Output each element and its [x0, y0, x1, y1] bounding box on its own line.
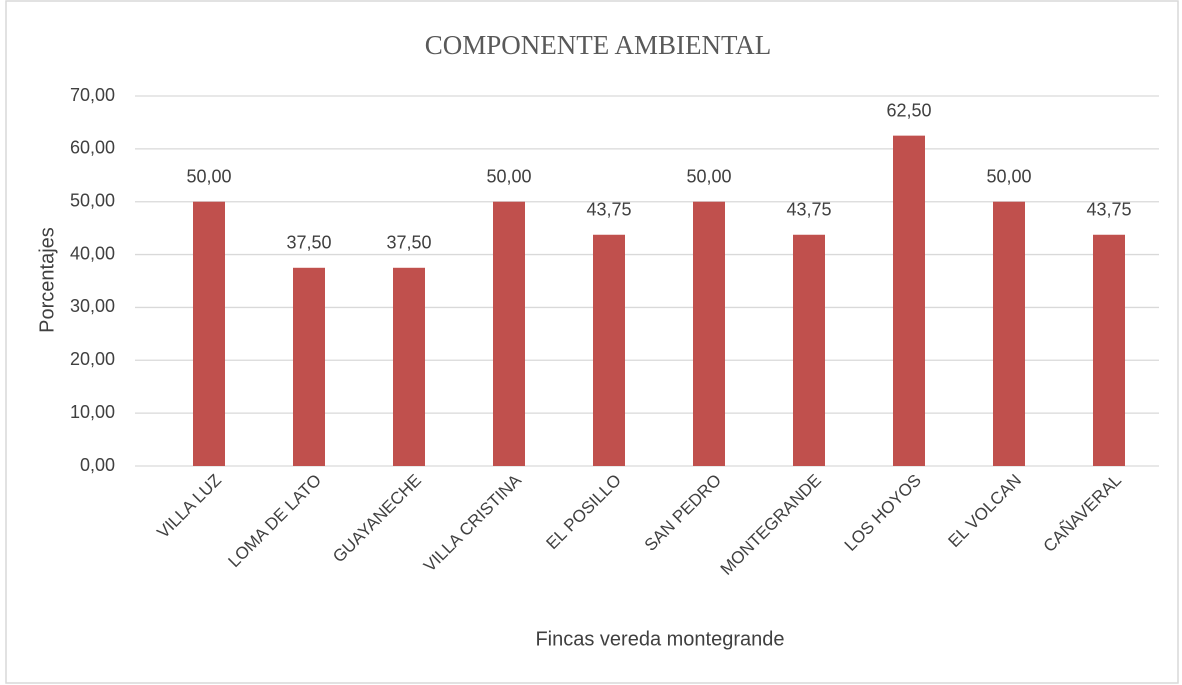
- data-label: 37,50: [386, 233, 431, 253]
- y-tick-label: 60,00: [70, 138, 115, 158]
- data-label: 50,00: [186, 166, 231, 186]
- bar: [593, 234, 625, 466]
- data-label: 43,75: [586, 200, 631, 220]
- bar: [693, 201, 725, 466]
- data-label: 50,00: [486, 166, 531, 186]
- bar: [893, 135, 925, 466]
- x-axis-title: Fincas vereda montegrande: [535, 628, 784, 650]
- data-label: 62,50: [886, 100, 931, 120]
- y-tick-label: 10,00: [70, 402, 115, 422]
- bar: [393, 267, 425, 466]
- bar: [193, 201, 225, 466]
- data-label: 43,75: [1086, 200, 1131, 220]
- y-tick-label: 40,00: [70, 243, 115, 263]
- data-label: 37,50: [286, 233, 331, 253]
- bar: [993, 201, 1025, 466]
- data-label: 50,00: [986, 166, 1031, 186]
- bar: [493, 201, 525, 466]
- data-label: 43,75: [786, 200, 831, 220]
- y-tick-label: 70,00: [70, 85, 115, 105]
- data-label: 50,00: [686, 166, 731, 186]
- y-tick-label: 30,00: [70, 296, 115, 316]
- bar: [793, 234, 825, 466]
- y-tick-label: 20,00: [70, 349, 115, 369]
- y-tick-label: 50,00: [70, 190, 115, 210]
- chart-title: COMPONENTE AMBIENTAL: [425, 30, 772, 60]
- y-tick-label: 0,00: [80, 455, 115, 475]
- bar: [1093, 234, 1125, 466]
- y-axis-title: Porcentajes: [36, 227, 58, 333]
- bar: [293, 267, 325, 466]
